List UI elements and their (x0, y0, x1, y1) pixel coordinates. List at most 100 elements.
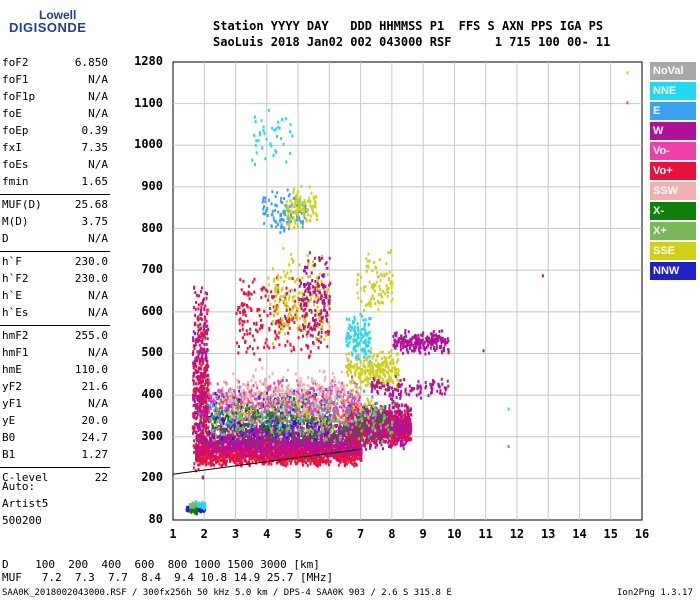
echo-point (212, 445, 215, 449)
echo-point (332, 455, 335, 459)
echo-point (275, 453, 278, 457)
echo-point (336, 441, 339, 444)
echo-point (290, 439, 293, 443)
echo-point (228, 441, 231, 445)
echo-point (257, 435, 260, 438)
echo-point (402, 425, 405, 429)
echo-point (373, 441, 376, 444)
echo-point (347, 453, 350, 457)
echo-point (351, 451, 354, 455)
echo-point (209, 463, 212, 467)
echo-point (229, 448, 232, 452)
echo-point (300, 434, 303, 438)
echo-point (383, 421, 386, 425)
echo-point (382, 408, 385, 412)
echo-point (267, 462, 270, 466)
echo-point (355, 441, 358, 445)
echo-point (408, 422, 411, 426)
echo-point (356, 445, 359, 449)
echo-point (347, 434, 350, 438)
echo-point (314, 421, 317, 425)
echo-point (215, 416, 218, 420)
echo-point (195, 453, 198, 457)
echo-point (347, 450, 350, 454)
echo-point (374, 445, 377, 449)
echo-point (350, 424, 353, 428)
echo-point (270, 417, 273, 421)
echo-point (343, 446, 346, 450)
param-row: foEp 0.39 (2, 124, 108, 137)
echo-point (222, 446, 225, 450)
echo-point (344, 441, 347, 445)
echo-point (376, 411, 379, 415)
echo-point (262, 439, 265, 443)
echo-point (313, 453, 316, 456)
echo-point (400, 411, 403, 415)
echo-point (263, 461, 266, 465)
echo-point (220, 451, 223, 455)
echo-point (291, 444, 293, 448)
echo-point (244, 456, 247, 460)
echo-point (307, 453, 310, 457)
echo-point (392, 406, 395, 409)
echo-point (255, 426, 258, 430)
echo-point (220, 454, 223, 458)
echo-point (394, 402, 397, 406)
echo-point (208, 430, 211, 433)
echo-point (225, 427, 228, 431)
echo-point (306, 424, 309, 428)
echo-point (309, 461, 312, 465)
echo-point (231, 457, 234, 461)
echo-point (241, 423, 244, 427)
param-row: yF2 21.6 (2, 380, 108, 393)
param-name: yE (2, 414, 16, 427)
param-row: foEs N/A (2, 158, 108, 171)
echo-point (216, 450, 218, 454)
echo-point (299, 422, 301, 426)
echo-point (296, 432, 299, 436)
echo-point (259, 439, 262, 443)
echo-point (355, 406, 357, 410)
echo-point (215, 440, 218, 444)
echo-point (293, 403, 296, 407)
echo-point (213, 435, 216, 439)
echo-point (267, 418, 269, 422)
param-separator (0, 467, 110, 468)
echo-point (292, 408, 295, 412)
echo-point (280, 405, 283, 409)
echo-point (323, 455, 326, 459)
echo-point (256, 438, 258, 442)
echo-point (231, 435, 234, 439)
echo-point (336, 402, 339, 406)
echo-point (215, 443, 218, 447)
echo-point (307, 439, 309, 443)
header-line-2: SaoLuis 2018 Jan02 002 043000 RSF 1 715 … (213, 35, 611, 49)
echo-point (377, 426, 380, 430)
echo-point (369, 416, 372, 420)
echo-point (202, 460, 205, 464)
echo-point (272, 445, 275, 449)
echo-point (227, 447, 230, 451)
echo-point (230, 435, 233, 439)
echo-point (261, 443, 264, 447)
echo-point (371, 404, 374, 408)
echo-point (241, 449, 244, 453)
echo-point (345, 452, 348, 456)
echo-point (240, 424, 243, 428)
echo-point (237, 421, 240, 425)
echo-point (338, 442, 341, 446)
echo-point (292, 441, 295, 445)
echo-point (273, 420, 276, 424)
echo-point (348, 421, 351, 425)
echo-point (354, 432, 357, 436)
echo-point (264, 450, 267, 454)
echo-point (212, 450, 215, 454)
echo-point (379, 430, 381, 434)
param-row: yE 20.0 (2, 414, 108, 427)
echo-point (283, 441, 286, 445)
param-row: hmF1 N/A (2, 346, 108, 359)
echo-point (265, 411, 268, 414)
echo-point (230, 433, 232, 436)
param-row: hmF2 255.0 (2, 329, 108, 342)
echo-point (323, 414, 326, 418)
